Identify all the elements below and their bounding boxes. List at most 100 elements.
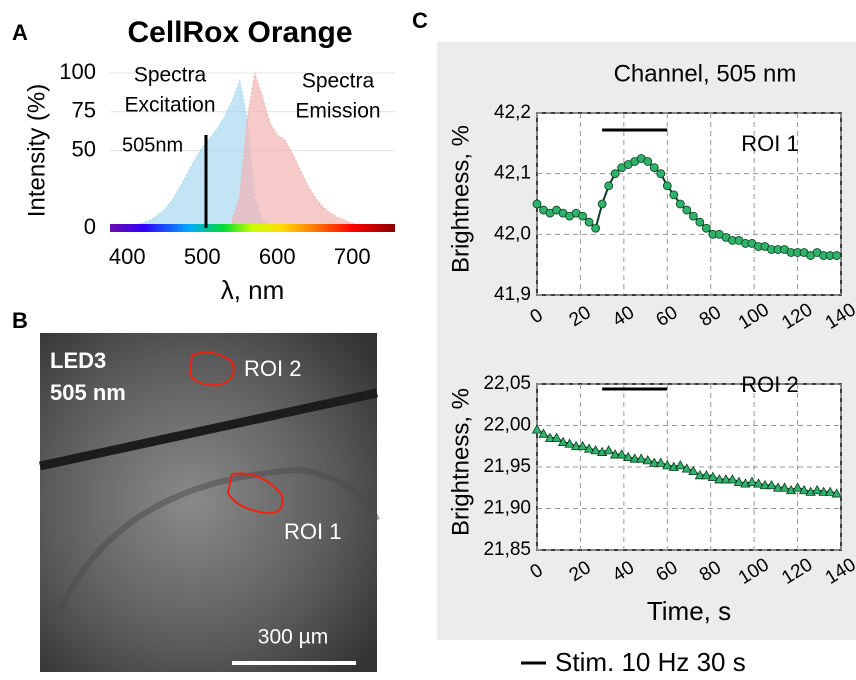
data-point — [720, 474, 732, 484]
y-axis-label: Brightness, % — [447, 388, 474, 536]
data-point — [636, 453, 647, 463]
y-tick-label: 0 — [84, 214, 96, 239]
y-tick-label: 75 — [72, 98, 96, 123]
data-point — [609, 449, 621, 459]
data-point — [649, 163, 659, 173]
data-point — [538, 428, 549, 438]
x-axis-label: Time, s — [647, 596, 731, 626]
chart-title: Channel, 505 nm — [614, 60, 797, 87]
roi-outline — [226, 472, 284, 515]
data-point — [662, 181, 672, 191]
data-point — [532, 199, 542, 209]
image-title: 505 nm — [50, 380, 126, 405]
panel-label: C — [412, 8, 428, 33]
y-tick-label: 100 — [59, 59, 96, 84]
roi-label: ROI 2 — [244, 356, 301, 381]
y-tick-label: 21,95 — [483, 456, 531, 477]
data-point — [564, 438, 575, 448]
x-tick-label: 700 — [334, 244, 371, 269]
roi-label: ROI 1 — [284, 519, 341, 544]
data-point — [746, 476, 758, 486]
roi-annotation: ROI 1 — [741, 131, 798, 156]
data-point — [544, 432, 556, 442]
data-point — [727, 474, 738, 484]
data-point — [798, 484, 810, 495]
spectrum-area — [231, 72, 375, 229]
panel-label: A — [12, 20, 28, 45]
data-point — [707, 471, 719, 481]
data-point — [623, 451, 634, 461]
y-axis-label: Intensity (%) — [23, 84, 50, 217]
series-label: Emission — [295, 100, 380, 123]
y-tick-label: 41,9 — [494, 284, 531, 305]
y-tick-label: 22,00 — [483, 415, 531, 436]
y-tick-label: 42,2 — [494, 102, 531, 123]
x-axis-label: λ, nm — [221, 275, 285, 305]
y-tick-label: 42,0 — [494, 223, 531, 244]
data-point — [656, 169, 666, 179]
data-point — [779, 482, 790, 492]
series-label: Excitation — [124, 94, 215, 117]
roi-annotation: ROI 2 — [741, 372, 798, 397]
data-point — [701, 469, 712, 480]
data-point — [603, 445, 614, 455]
data-point — [785, 484, 797, 495]
data-point — [792, 482, 803, 492]
data-point — [824, 486, 836, 496]
data-point — [604, 181, 614, 191]
data-point — [649, 457, 660, 467]
data-point — [642, 455, 653, 465]
y-tick-label: 50 — [72, 136, 96, 161]
data-point — [584, 217, 594, 227]
electrode — [39, 388, 378, 471]
data-point — [681, 463, 693, 473]
data-point — [701, 223, 711, 233]
series-label: Spectra — [302, 70, 375, 93]
data-point — [570, 440, 582, 451]
micrograph: LED3 505 nm ROI 2 ROI 1 300 µm — [39, 333, 380, 672]
scale-bar-label: 300 µm — [258, 626, 328, 649]
data-point — [655, 457, 666, 467]
data-point — [577, 440, 588, 451]
data-point — [688, 465, 699, 476]
x-tick-label: 600 — [259, 244, 296, 269]
y-tick-label: 21,85 — [483, 539, 531, 560]
y-tick-label: 22,05 — [483, 373, 531, 394]
x-tick-label: 500 — [184, 244, 221, 269]
data-point — [557, 436, 569, 446]
data-point — [831, 488, 842, 498]
data-point — [662, 460, 673, 470]
data-point — [551, 432, 562, 442]
spectrum-bar — [110, 224, 395, 232]
data-point — [591, 223, 601, 233]
data-point — [669, 190, 679, 200]
data-point — [590, 445, 601, 455]
data-point — [695, 217, 705, 227]
data-point — [818, 486, 829, 496]
data-point — [832, 251, 842, 260]
data-point — [759, 479, 771, 490]
data-point — [583, 443, 595, 453]
data-point — [811, 484, 823, 495]
data-point — [675, 199, 685, 209]
data-point — [714, 474, 725, 484]
data-point — [616, 449, 627, 459]
series-label: Spectra — [134, 64, 207, 87]
y-tick-label: 21,90 — [483, 498, 531, 519]
image-title: LED3 — [50, 348, 106, 373]
data-point — [531, 424, 543, 434]
data-point — [772, 482, 784, 492]
chart-title: CellRox Orange — [127, 16, 352, 49]
data-point — [578, 211, 587, 221]
marker-label: 505nm — [122, 134, 183, 156]
panel-label: B — [12, 308, 28, 333]
data-point — [610, 169, 620, 179]
data-point — [733, 476, 745, 486]
image — [40, 333, 377, 672]
x-tick-label: 400 — [109, 244, 146, 269]
data-point — [694, 469, 706, 480]
data-point — [753, 478, 764, 488]
data-point — [597, 199, 607, 209]
data-point — [675, 460, 686, 470]
